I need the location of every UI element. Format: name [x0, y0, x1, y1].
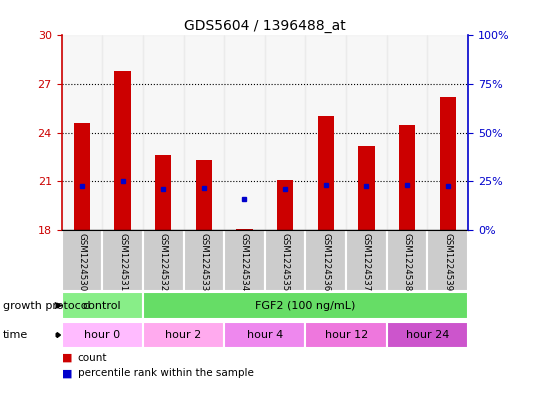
Bar [427, 35, 468, 230]
Text: ■: ■ [62, 368, 72, 378]
Bar [114, 71, 131, 230]
Text: count: count [78, 353, 107, 363]
Bar [346, 35, 387, 230]
Bar [236, 229, 253, 230]
Bar [143, 292, 468, 319]
Bar [155, 155, 171, 230]
Bar [427, 230, 468, 291]
Bar [387, 230, 427, 291]
Text: GSM1224538: GSM1224538 [403, 233, 411, 291]
Text: hour 12: hour 12 [325, 330, 368, 340]
Bar [387, 35, 427, 230]
Bar [143, 322, 224, 348]
Title: GDS5604 / 1396488_at: GDS5604 / 1396488_at [184, 19, 346, 33]
Text: GSM1224535: GSM1224535 [281, 233, 289, 291]
Text: hour 2: hour 2 [165, 330, 202, 340]
Bar [184, 35, 224, 230]
Bar [399, 125, 415, 230]
Bar [143, 35, 184, 230]
Bar [305, 230, 346, 291]
Bar [74, 123, 90, 230]
Bar [224, 35, 265, 230]
Bar [346, 230, 387, 291]
Bar [358, 145, 374, 230]
Text: GSM1224537: GSM1224537 [362, 233, 371, 291]
Text: FGF2 (100 ng/mL): FGF2 (100 ng/mL) [255, 301, 356, 310]
Text: GSM1224530: GSM1224530 [78, 233, 86, 291]
Text: growth protocol: growth protocol [3, 301, 90, 310]
Bar [440, 97, 456, 230]
Bar [305, 322, 387, 348]
Bar [143, 230, 184, 291]
Bar [224, 322, 305, 348]
Text: time: time [3, 330, 28, 340]
Bar [102, 230, 143, 291]
Bar [184, 230, 224, 291]
Text: control: control [83, 301, 121, 310]
Bar [305, 35, 346, 230]
Bar [265, 230, 305, 291]
Text: ■: ■ [62, 353, 72, 363]
Text: percentile rank within the sample: percentile rank within the sample [78, 368, 254, 378]
Bar [62, 230, 102, 291]
Bar [318, 116, 334, 230]
Bar [62, 322, 143, 348]
Bar [277, 180, 293, 230]
Bar [265, 35, 305, 230]
Bar [387, 322, 468, 348]
Text: GSM1224533: GSM1224533 [200, 233, 208, 291]
Bar [62, 35, 102, 230]
Text: GSM1224539: GSM1224539 [444, 233, 452, 291]
Bar [196, 160, 212, 230]
Text: hour 4: hour 4 [247, 330, 283, 340]
Bar [224, 230, 265, 291]
Bar [62, 292, 143, 319]
Text: GSM1224534: GSM1224534 [240, 233, 249, 291]
Text: GSM1224536: GSM1224536 [322, 233, 330, 291]
Text: GSM1224531: GSM1224531 [118, 233, 127, 291]
Bar [102, 35, 143, 230]
Text: GSM1224532: GSM1224532 [159, 233, 167, 291]
Text: hour 0: hour 0 [84, 330, 120, 340]
Text: hour 24: hour 24 [406, 330, 449, 340]
